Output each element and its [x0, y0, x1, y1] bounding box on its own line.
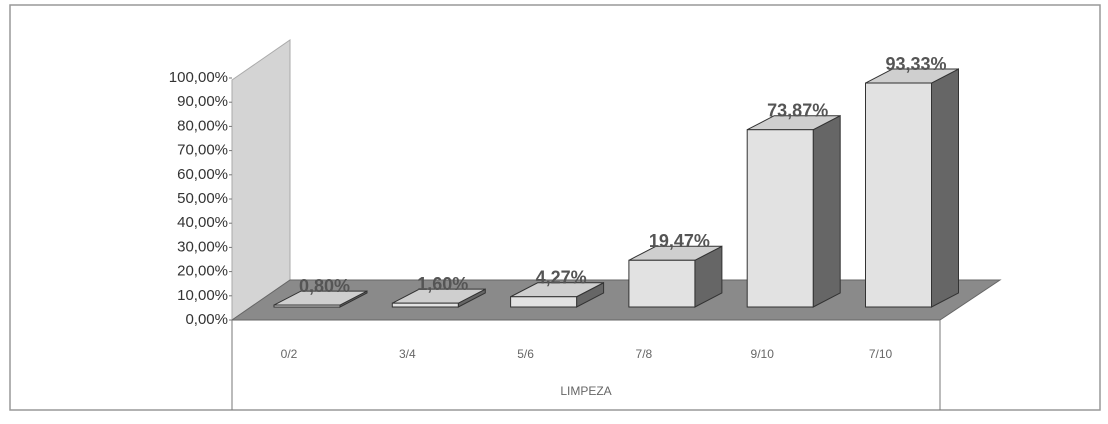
y-tick-label: 10,00% [177, 287, 228, 304]
bar [746, 129, 814, 308]
y-tick-label: 50,00% [177, 190, 228, 207]
x-axis-label: LIMPEZA [560, 384, 611, 398]
x-tick-label: 3/4 [399, 347, 416, 361]
y-tick-label: 80,00% [177, 117, 228, 134]
x-tick-label: 9/10 [751, 347, 775, 361]
bar [628, 259, 696, 308]
x-tick-label: 7/10 [869, 347, 893, 361]
bar [391, 302, 459, 308]
y-tick-label: 90,00% [177, 93, 228, 110]
y-tick-label: 0,00% [185, 311, 228, 328]
value-label: 93,33% [885, 54, 946, 74]
value-label: 73,87% [767, 100, 828, 120]
y-tick-label: 70,00% [177, 142, 228, 159]
bar-side [812, 114, 841, 308]
y-tick-label: 30,00% [177, 238, 228, 255]
x-tick-label: 0/2 [281, 347, 298, 361]
value-label: 1,60% [417, 274, 468, 294]
y-tick-label: 100,00% [169, 69, 228, 86]
bar [865, 82, 932, 308]
y-tick-label: 20,00% [177, 263, 228, 280]
y-tick-label: 60,00% [177, 166, 228, 183]
x-tick-label: 7/8 [636, 347, 653, 361]
bar [510, 296, 578, 308]
bar-side [931, 68, 959, 308]
back-wall [231, 39, 291, 321]
y-tick-label: 40,00% [177, 214, 228, 231]
value-label: 0,80% [299, 276, 350, 296]
bar [273, 304, 341, 308]
value-label: 4,27% [536, 268, 587, 288]
value-label: 19,47% [649, 231, 710, 251]
x-tick-label: 5/6 [517, 347, 534, 361]
